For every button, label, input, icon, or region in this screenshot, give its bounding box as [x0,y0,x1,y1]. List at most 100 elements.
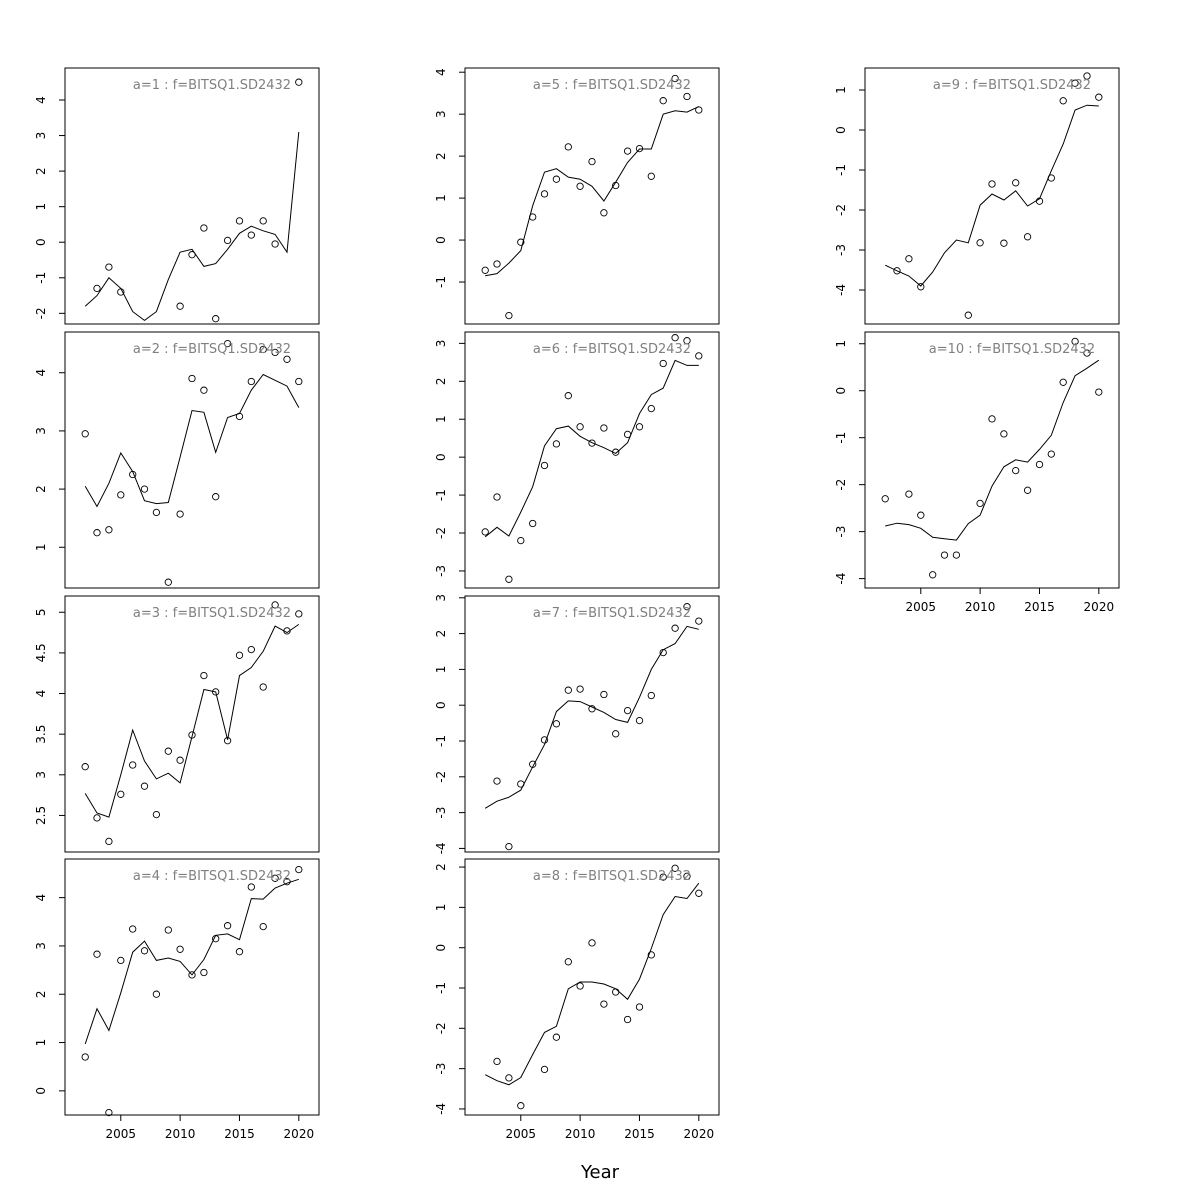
y-tick-label: 2 [34,485,48,493]
y-tick-label: -1 [34,272,48,284]
y-tick-label: -1 [834,432,848,444]
y-tick-label: -1 [434,489,448,501]
observed-point [917,283,925,291]
observed-point [247,645,255,654]
observed-point [1000,239,1008,247]
y-tick-label: -2 [834,204,848,216]
panel-4: 0 1 2 3 4 2005 2010 2015 2020 a=4 : f=BITSQ1.SD24… [34,858,320,1141]
observed-point [247,231,255,239]
observed-point [1035,460,1044,469]
observed-point [235,651,244,659]
y-tick-label: 0 [434,236,448,244]
observed-point [647,404,655,413]
y-tick-label: 0 [434,944,448,952]
observed-point [683,337,691,345]
observed-point [295,377,303,386]
observed-point [271,601,279,609]
observed-point [1059,378,1067,386]
panel-1: -2 -1 0 1 2 3 4 a=1 : f=BITSQ1.SD2432 [34,67,320,325]
y-tick-label: 5 [34,608,48,616]
observed-point [540,461,549,470]
observed-point [164,578,172,586]
observed-point [588,157,596,166]
observed-point [1095,93,1103,101]
observed-point [695,352,703,360]
fitted-line [84,878,299,1045]
observed-point [659,359,667,368]
fitted-line [485,106,700,277]
y-tick-label: -4 [834,573,848,585]
y-tick-label: -2 [34,307,48,319]
observed-point [493,777,501,785]
observed-point [81,1053,89,1061]
y-tick-label: 3 [434,594,448,602]
observed-point [576,182,584,190]
y-tick-label: 2 [34,167,48,175]
observed-point [235,412,244,421]
observed-point [529,519,537,528]
fitted-line [884,104,1099,287]
observed-point [695,617,703,625]
y-tick-label: 4 [34,690,48,698]
observed-point [1012,179,1020,187]
y-tick-label: -2 [434,1022,448,1034]
observed-point [1071,337,1079,346]
panel-frame [464,331,720,589]
observed-point [212,935,220,943]
observed-point [93,814,101,822]
y-tick-label: 0 [34,1087,48,1095]
y-tick-label: -1 [434,276,448,288]
observed-point [659,97,667,105]
y-tick-label: 4 [34,894,48,902]
observed-point [635,1003,644,1011]
observed-point [283,878,291,886]
y-tick-label: 0 [834,126,848,134]
observed-point [588,705,596,713]
observed-point [600,690,608,699]
y-tick-label: 1 [34,543,48,551]
observed-point [517,780,525,788]
observed-point [881,495,889,503]
observed-point [295,865,303,874]
observed-point [623,1015,632,1024]
observed-point [683,603,691,611]
x-tick-label: 2020 [284,1127,315,1141]
y-tick-label: 1 [434,194,448,202]
y-tick-label: 0 [434,453,448,461]
y-tick-label: 2 [434,377,448,385]
y-tick-label: -3 [834,244,848,256]
observed-point [164,747,172,755]
observed-point [212,688,220,696]
observed-point [223,922,232,930]
observed-point [635,423,644,431]
observed-point [212,493,220,501]
observed-point [976,499,984,508]
observed-point [564,958,572,966]
observed-point [1047,174,1055,182]
panel-title: a=3 : f=BITSQ1.SD2432 [133,606,291,621]
observed-point [540,1065,549,1074]
observed-point [623,706,632,715]
observed-point [988,415,996,423]
observed-point [129,925,137,933]
y-tick-label: 4.5 [34,643,48,662]
observed-point [259,922,267,931]
x-tick-label: 2015 [1024,600,1055,614]
observed-point [529,213,537,221]
y-tick-label: -2 [434,527,448,539]
observed-point [93,284,101,293]
fitted-line [484,882,700,1086]
y-tick-label: -1 [434,982,448,994]
y-tick-label: 1 [434,415,448,423]
observed-point [940,551,949,559]
observed-point [200,386,208,394]
observed-point [152,990,161,998]
fitted-line [484,625,699,809]
observed-point [105,1108,113,1117]
observed-point [140,947,149,955]
observed-point [588,439,596,447]
observed-point [695,889,703,897]
y-tick-label: 2.5 [34,806,48,825]
x-tick-label: 2005 [506,1127,537,1141]
